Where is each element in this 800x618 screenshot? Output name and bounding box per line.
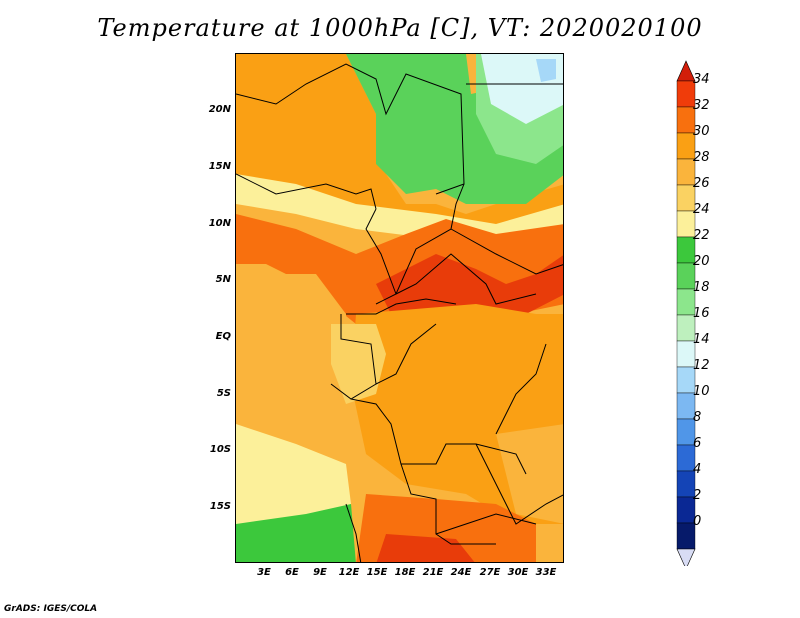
field-south-green <box>236 504 356 562</box>
lon-label-12e: 12E <box>338 567 360 578</box>
lon-label-21e: 21E <box>422 567 444 578</box>
lon-label-27e: 27E <box>479 567 501 578</box>
colorbar-label: 26 <box>693 176 710 191</box>
field-south-very-hot <box>376 534 475 562</box>
colorbar-label: 2 <box>693 488 702 503</box>
country-borders <box>236 63 563 562</box>
colorbar-label: 12 <box>693 358 710 373</box>
map-title: Temperature at 1000hPa [C], VT: 20200201… <box>97 14 703 42</box>
colorbar-label: 24 <box>693 202 710 217</box>
lat-label-5s: 5S <box>216 388 231 399</box>
lat-label-20n: 20N <box>208 104 231 115</box>
colorbar-label: 18 <box>693 280 710 295</box>
colorbar-label: 34 <box>693 72 710 87</box>
lon-label-33e: 33E <box>535 567 557 578</box>
colorbar <box>676 60 696 566</box>
colorbar-label: 28 <box>693 150 710 165</box>
field-gabon-pale <box>331 324 386 404</box>
credit-text: GrADS: IGES/COLA <box>4 604 98 614</box>
field-east-mild <box>496 424 563 524</box>
lat-label-10s: 10S <box>209 444 231 455</box>
colorbar-label: 10 <box>693 384 710 399</box>
field-blue-spot <box>536 59 556 82</box>
colorbar-label: 20 <box>693 254 710 269</box>
lon-label-18e: 18E <box>394 567 416 578</box>
lat-label-15s: 15S <box>209 501 231 512</box>
lon-label-30e: 30E <box>507 567 529 578</box>
temperature-field <box>236 54 563 562</box>
lat-label-15n: 15N <box>208 161 231 172</box>
lat-label-5n: 5N <box>215 274 231 285</box>
lat-label-eq: EQ <box>215 331 231 342</box>
colorbar-label: 14 <box>693 332 710 347</box>
field-atlantic-pale <box>236 424 351 524</box>
lon-label-6e: 6E <box>285 567 299 578</box>
colorbar-label: 6 <box>693 436 702 451</box>
colorbar-bottom-arrow <box>676 548 696 566</box>
lon-label-9e: 9E <box>313 567 327 578</box>
temperature-map <box>235 53 564 563</box>
lon-label-24e: 24E <box>450 567 472 578</box>
lon-label-15e: 15E <box>366 567 388 578</box>
lon-label-3e: 3E <box>257 567 271 578</box>
colorbar-label: 0 <box>693 514 702 529</box>
colorbar-label: 22 <box>693 228 710 243</box>
lat-label-10n: 10N <box>208 218 231 229</box>
colorbar-label: 16 <box>693 306 710 321</box>
field-pale-strip <box>236 174 563 244</box>
colorbar-label: 4 <box>693 462 702 477</box>
colorbar-label: 8 <box>693 410 702 425</box>
colorbar-label: 32 <box>693 98 710 113</box>
colorbar-label: 30 <box>693 124 710 139</box>
